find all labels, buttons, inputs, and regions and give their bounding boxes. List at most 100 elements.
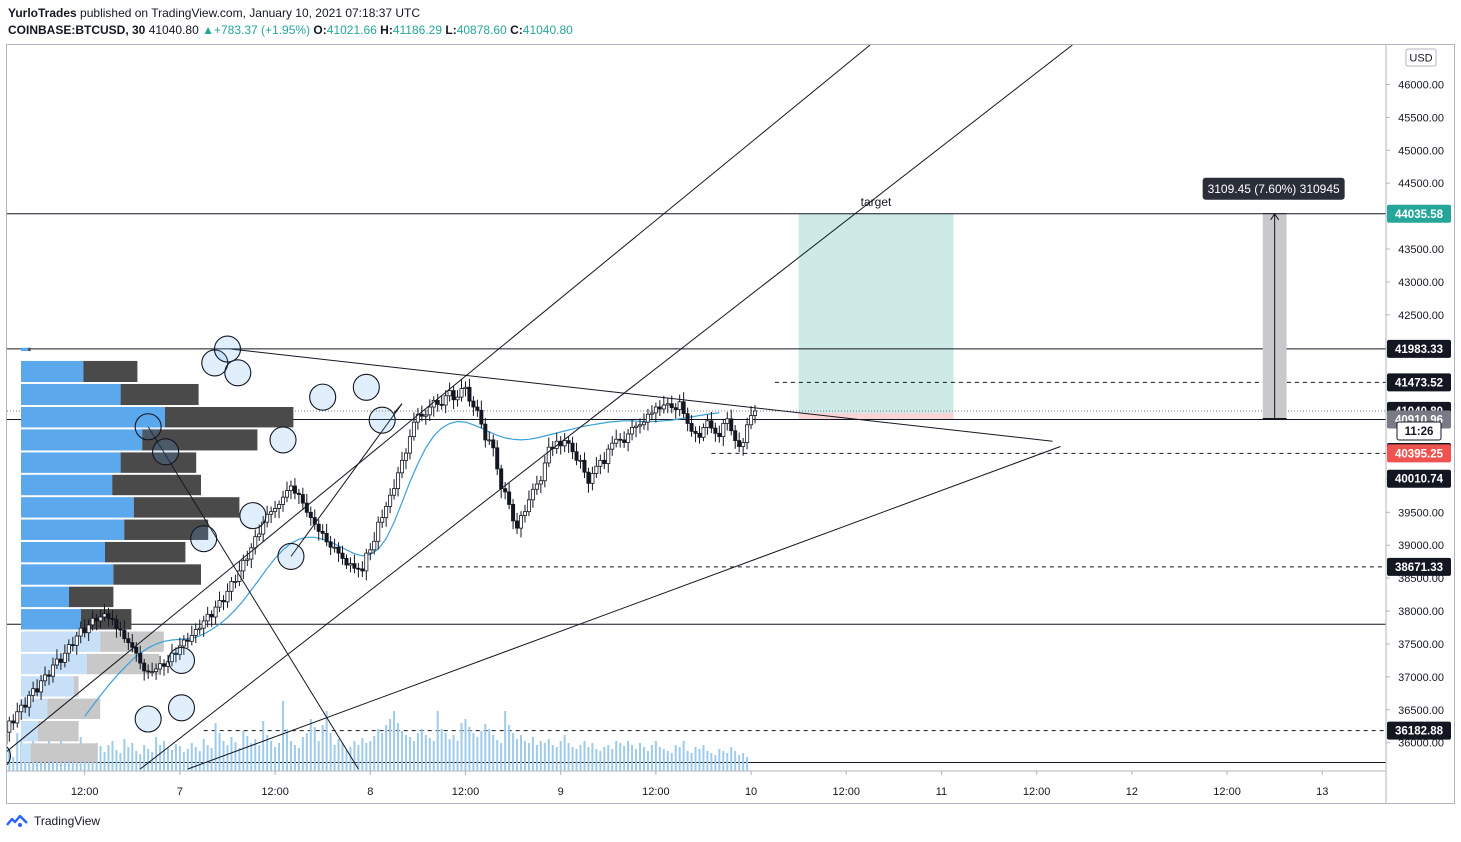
- trend-line[interactable]: [393, 403, 403, 414]
- pivot-circle[interactable]: [309, 383, 337, 411]
- author-name[interactable]: YurloTrades: [8, 6, 77, 20]
- vp-down-bar: [69, 586, 114, 608]
- candle-body: [618, 438, 623, 441]
- time-tick-label: 9: [558, 786, 564, 798]
- volume-bar: [278, 743, 281, 771]
- volume-bar: [214, 723, 217, 771]
- candle: [118, 621, 123, 637]
- candle-body: [15, 711, 20, 724]
- vp-down-bar: [165, 407, 294, 428]
- pivot-circle[interactable]: [239, 502, 267, 530]
- price-label: 41473.52: [1387, 373, 1451, 392]
- candle: [82, 619, 87, 638]
- pivot-circle[interactable]: [190, 525, 218, 553]
- trend-line[interactable]: [147, 426, 359, 770]
- time-axis[interactable]: 12:00 7 12:00 8 12:00 9 12:00 10 12:00 11 12:00 12 1…: [71, 771, 1328, 798]
- volume-bar: [730, 747, 733, 771]
- candle-body: [277, 504, 282, 509]
- candle-body: [443, 395, 448, 406]
- trend-line[interactable]: [0, 45, 871, 759]
- trend-line[interactable]: [139, 45, 1073, 770]
- candle: [522, 504, 527, 523]
- close-value: 41040.80: [522, 23, 573, 37]
- open-value: 41021.66: [326, 23, 377, 37]
- pivot-circle[interactable]: [0, 743, 11, 769]
- pivot-circle[interactable]: [213, 335, 242, 363]
- candle: [594, 456, 599, 479]
- vp-up-bar: [21, 497, 134, 518]
- candle-body: [614, 438, 619, 444]
- candle: [618, 433, 623, 448]
- candle-body: [665, 403, 670, 406]
- pivot-circle[interactable]: [134, 705, 162, 733]
- price-tick-label: 36000.00: [1398, 738, 1444, 750]
- price-range-measure[interactable]: [1262, 212, 1287, 419]
- volume-bar: [103, 752, 106, 771]
- candle-body: [737, 440, 742, 447]
- volume-bar: [12, 757, 15, 771]
- trend-lines[interactable]: [0, 45, 1073, 770]
- pivot-circle[interactable]: [134, 413, 162, 441]
- candle: [31, 681, 36, 703]
- candle: [701, 423, 706, 442]
- candle-body: [165, 661, 170, 667]
- symbol-name[interactable]: COINBASE:BTCUSD, 30: [8, 23, 146, 37]
- price-label-box: [1387, 204, 1451, 223]
- volume-bar: [226, 745, 229, 771]
- trend-line[interactable]: [231, 348, 1053, 442]
- candle: [530, 483, 535, 508]
- candle: [380, 509, 385, 528]
- candle: [261, 516, 266, 542]
- pivot-circle[interactable]: [368, 406, 396, 434]
- candle-body: [98, 616, 103, 622]
- candle: [364, 548, 369, 581]
- pivot-circle[interactable]: [224, 359, 252, 387]
- candle-body: [292, 485, 297, 494]
- price-tick-label: 37500.00: [1398, 639, 1444, 651]
- candle-body: [570, 442, 575, 453]
- candle: [269, 506, 274, 524]
- time-tick-label: 12:00: [452, 786, 480, 798]
- candle-body: [35, 688, 40, 693]
- candle-body: [269, 511, 274, 515]
- target-zone[interactable]: [798, 213, 954, 413]
- currency-badge[interactable]: USD: [1405, 48, 1437, 67]
- candle: [396, 466, 401, 497]
- vp-up-bar: [21, 347, 29, 352]
- candle-body: [0, 741, 3, 744]
- candle-body: [225, 590, 230, 603]
- pivot-circle[interactable]: [269, 426, 297, 454]
- candle-body: [205, 613, 210, 622]
- pivot-circle[interactable]: [352, 373, 380, 401]
- pivot-circle[interactable]: [167, 646, 196, 674]
- volume-bar: [627, 741, 630, 771]
- candle-body: [340, 552, 345, 559]
- candle: [511, 498, 516, 530]
- candle-body: [376, 521, 381, 542]
- candle: [487, 431, 492, 446]
- candle: [249, 543, 254, 569]
- volume-bar: [317, 741, 320, 771]
- trend-line[interactable]: [187, 446, 1061, 770]
- candle-body: [653, 406, 658, 414]
- pivot-markers[interactable]: [0, 335, 396, 769]
- volume-bar: [444, 733, 447, 771]
- vp-down-bar: [105, 541, 186, 563]
- volume-bar: [389, 719, 392, 771]
- candle-body: [257, 533, 262, 538]
- volume-bar: [202, 739, 205, 771]
- footer-brand[interactable]: TradingView: [6, 814, 100, 828]
- candle: [273, 500, 278, 518]
- trend-line[interactable]: [290, 403, 403, 557]
- candle: [209, 610, 214, 627]
- candle: [459, 379, 464, 402]
- pivot-circle[interactable]: [167, 694, 196, 722]
- pivot-circle[interactable]: [152, 438, 180, 466]
- price-labels: 44035.5841983.3341473.5241040.8040910.96…: [1387, 204, 1451, 740]
- stop-zone[interactable]: [798, 412, 954, 420]
- volume-bar: [702, 745, 705, 771]
- candle: [705, 414, 710, 435]
- candle: [86, 619, 91, 642]
- pivot-circle[interactable]: [277, 542, 305, 570]
